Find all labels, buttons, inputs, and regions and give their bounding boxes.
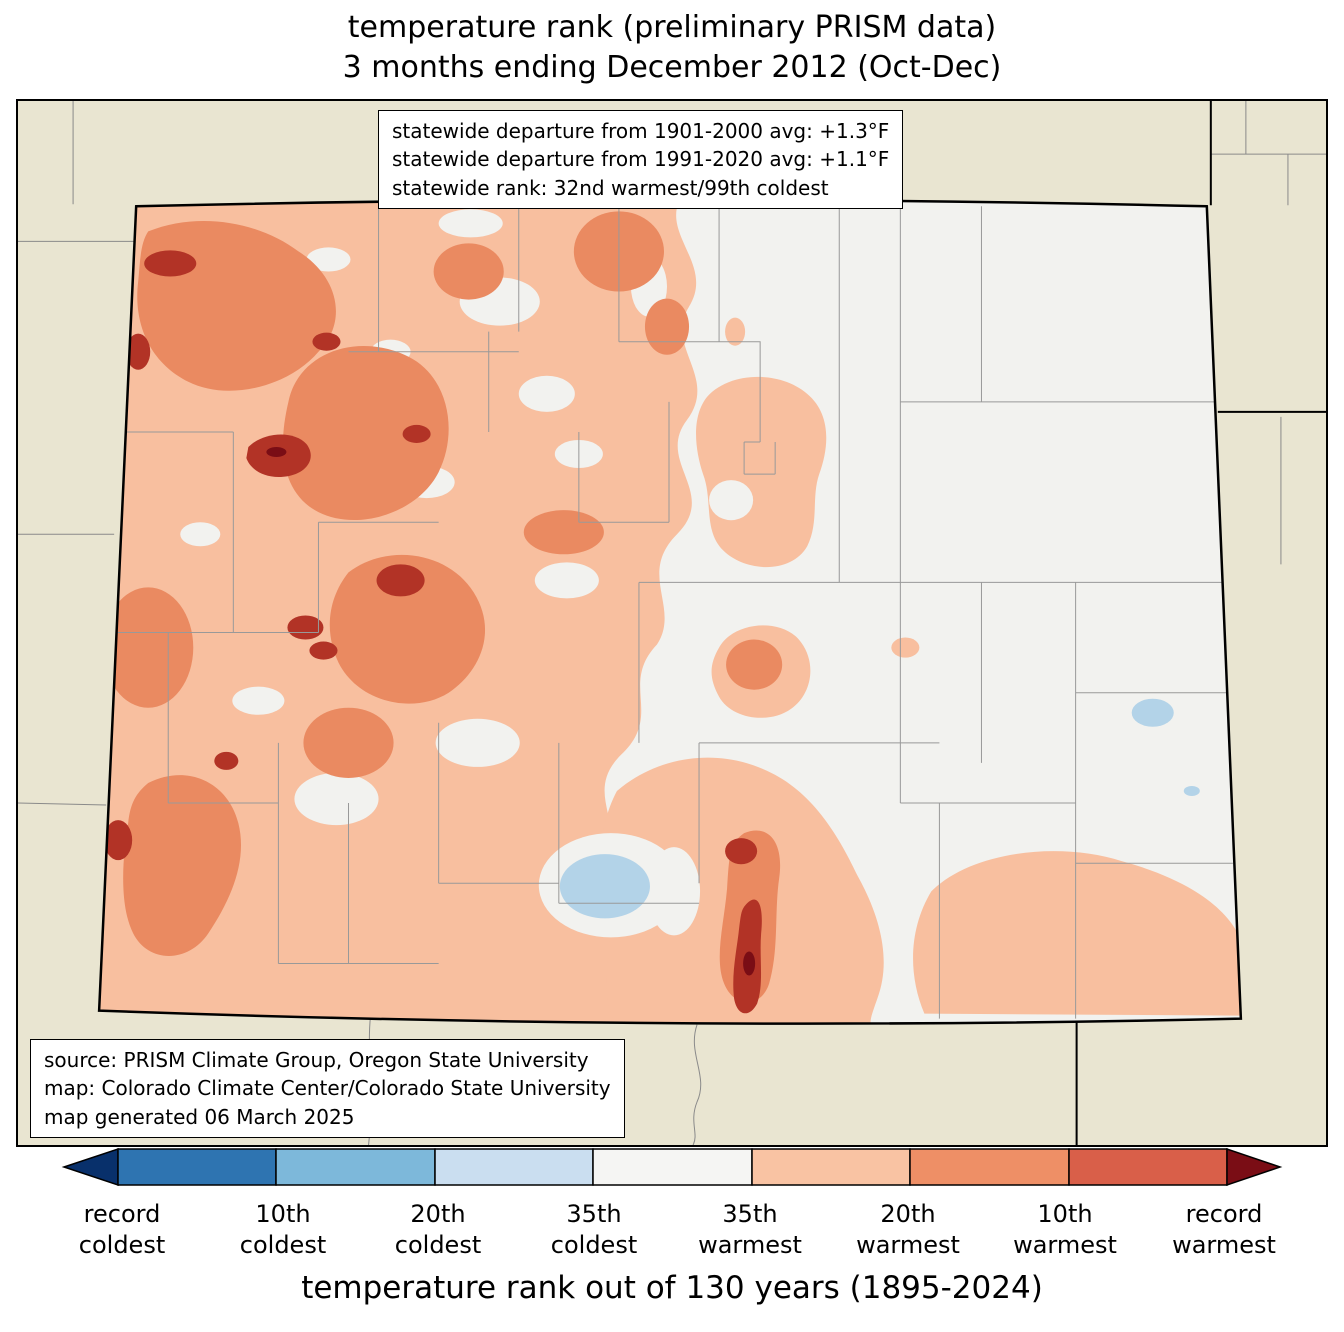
source-box: source: PRISM Climate Group, Oregon Stat… (30, 1039, 625, 1139)
legend-label-35th-coldest: 35th coldest (550, 1200, 638, 1259)
colorbar (0, 1147, 1344, 1189)
title-line-1: temperature rank (preliminary PRISM data… (347, 10, 997, 45)
county-lines (99, 206, 1233, 1019)
stats-line-3: statewide rank: 32nd warmest/99th coldes… (392, 175, 829, 200)
title-line-2: 3 months ending December 2012 (Oct-Dec) (342, 50, 1002, 85)
figure-title: temperature rank (preliminary PRISM data… (0, 8, 1344, 88)
colorbar-caption: temperature rank out of 130 years (1895-… (301, 1270, 1043, 1306)
legend-label-10th-warmest: 10th warmest (1013, 1200, 1117, 1259)
colorbar-segment-warmest-20 (909, 1148, 1070, 1186)
legend-label-35th-warmest: 35th warmest (698, 1200, 802, 1259)
stats-line-1: statewide departure from 1901-2000 avg: … (392, 119, 890, 143)
warm-mid-blobs (99, 211, 783, 1003)
legend-label-10th-coldest: 10th coldest (239, 1200, 327, 1259)
record-warm-cores (266, 446, 756, 976)
colorbar-segment-coldest-35 (434, 1148, 594, 1186)
colorbar-labels: record coldest 10th coldest 20th coldest… (0, 1199, 1344, 1265)
colorbar-segment-warmest-35 (751, 1148, 911, 1186)
colorbar-segment-warmest-10 (1068, 1148, 1228, 1186)
colorado-map (18, 101, 1326, 1145)
colorbar-svg (61, 1147, 1283, 1187)
source-line-1: source: PRISM Climate Group, Oregon Stat… (44, 1048, 589, 1072)
colorbar-segment-coldest-20 (275, 1148, 436, 1186)
colorbar-arrow-record-coldest (61, 1147, 119, 1187)
legend-label-record-warmest: record warmest (1172, 1200, 1276, 1259)
stats-box: statewide departure from 1901-2000 avg: … (378, 110, 904, 210)
neighbor-state-borders (1075, 101, 1326, 1145)
legend-label-20th-coldest: 20th coldest (394, 1200, 482, 1259)
colorbar-arrow-record-warmest (1226, 1147, 1283, 1187)
cool-patches (559, 698, 1200, 919)
colorbar-segment-coldest-10 (117, 1148, 277, 1186)
stats-line-2: statewide departure from 1991-2020 avg: … (392, 147, 890, 172)
legend-label-20th-warmest: 20th warmest (856, 1200, 960, 1259)
legend-label-record-coldest: record coldest (78, 1200, 166, 1259)
source-line-3: map generated 06 March 2025 (44, 1104, 355, 1129)
map-frame: statewide departure from 1901-2000 avg: … (16, 99, 1328, 1147)
warm-dark-spots (104, 250, 762, 1014)
source-line-2: map: Colorado Climate Center/Colorado St… (44, 1076, 611, 1101)
colorbar-segment-neutral (592, 1148, 753, 1186)
